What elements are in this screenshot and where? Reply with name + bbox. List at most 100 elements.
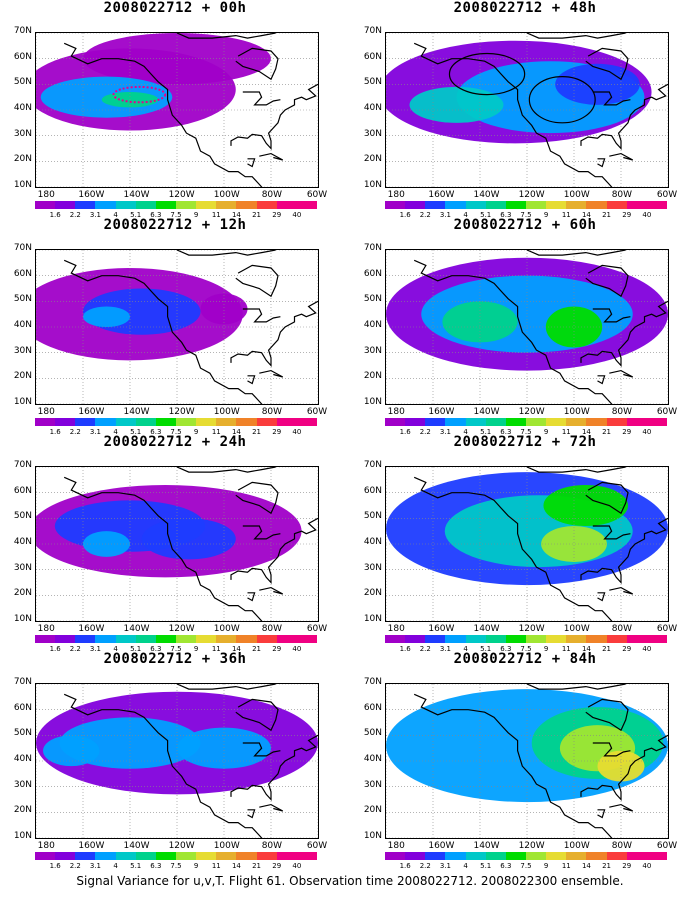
colorbar-swatch xyxy=(425,635,446,643)
lon-label: 160W xyxy=(428,624,455,634)
map-area xyxy=(35,32,319,188)
coastline xyxy=(63,693,263,838)
lat-label: 10N xyxy=(13,831,32,841)
lat-label: 10N xyxy=(363,180,382,190)
lon-label: 160W xyxy=(78,407,105,417)
colorbar-swatch xyxy=(445,201,466,209)
lat-label: 70N xyxy=(13,26,32,36)
colorbar-swatch xyxy=(155,635,176,643)
coastline xyxy=(526,250,626,256)
colorbar-swatch xyxy=(546,201,567,209)
colorbar-swatch xyxy=(256,852,277,860)
lon-label: 140W xyxy=(123,407,150,417)
colorbar-swatch xyxy=(385,418,406,426)
coastline xyxy=(242,525,281,540)
map-panel: 2008022712 + 84h 70N 60N 50N 40N 30N 20N 10N 180… xyxy=(350,651,700,870)
lat-label: 60N xyxy=(363,702,382,713)
lat-label: 40N xyxy=(13,754,32,764)
colorbar-swatch xyxy=(566,418,587,426)
map-area xyxy=(35,249,319,405)
colorbar-swatch xyxy=(505,418,526,426)
colorbar-level-label: 40 xyxy=(292,211,302,219)
lon-label: 180 xyxy=(387,841,405,851)
colorbar-level-label: 21 xyxy=(602,211,612,219)
coastline xyxy=(242,742,281,757)
colorbar-level-label: 7.5 xyxy=(170,428,182,436)
map-area xyxy=(385,32,669,188)
colorbar-level-label: 4 xyxy=(113,211,118,219)
map-panel: 2008022712 + 12h 70N 60N 50N 40N 30N 20N 10N 180… xyxy=(0,217,350,436)
colorbar-level-label: 5.1 xyxy=(130,862,142,870)
colorbar-level-label: 1.6 xyxy=(49,862,61,870)
colorbar-level-label: 7.5 xyxy=(520,211,532,219)
lat-label: 20N xyxy=(13,805,32,816)
lon-label: 80W xyxy=(611,624,633,634)
lon-label: 100W xyxy=(213,407,240,417)
lat-label: 10N xyxy=(363,397,382,407)
lat-label: 60N xyxy=(13,702,32,713)
panel-title: 2008022712 + 36h xyxy=(103,651,247,667)
colorbar-level-label: 4 xyxy=(463,645,468,653)
lat-label: 50N xyxy=(13,511,32,522)
coastline xyxy=(235,698,279,732)
lat-label: 10N xyxy=(13,397,32,407)
colorbar-swatch xyxy=(425,201,446,209)
colorbar-swatch xyxy=(546,852,567,860)
colorbar-swatch xyxy=(216,635,237,643)
lon-label: 160W xyxy=(428,407,455,417)
colorbar-level-label: 6.3 xyxy=(500,211,512,219)
lat-label: 70N xyxy=(363,460,382,470)
colorbar-swatch xyxy=(135,201,156,209)
colorbar-swatch xyxy=(465,852,486,860)
colorbar-swatch xyxy=(606,418,627,426)
highlight-circle xyxy=(528,76,596,124)
colorbar-level-label: 14 xyxy=(581,211,591,219)
colorbar-labels: 1.6 2.2 3.1 4 5.1 6.3 7.5 9 11 14 21 29 40 xyxy=(385,645,667,655)
colorbar-swatch xyxy=(216,201,237,209)
colorbar-swatch xyxy=(465,201,486,209)
colorbar-level-label: 40 xyxy=(642,428,652,436)
colorbar-level-label: 2.2 xyxy=(419,645,431,653)
colorbar-level-label: 40 xyxy=(642,862,652,870)
coastline xyxy=(597,809,606,819)
lon-label: 60W xyxy=(656,624,678,634)
colorbar-swatch xyxy=(256,418,277,426)
lon-label: 160W xyxy=(78,624,105,634)
colorbar-level-label: 1.6 xyxy=(49,211,61,219)
lat-label: 20N xyxy=(13,371,32,382)
colorbar-swatch xyxy=(385,635,406,643)
lon-label: 180 xyxy=(387,190,405,200)
lat-label: 70N xyxy=(363,26,382,36)
colorbar-level-label: 5.1 xyxy=(130,645,142,653)
panel-title: 2008022712 + 60h xyxy=(453,217,597,233)
colorbar-level-label: 40 xyxy=(642,645,652,653)
colorbar-level-label: 21 xyxy=(252,428,262,436)
colorbar-level-label: 4 xyxy=(113,428,118,436)
coastline xyxy=(597,158,606,168)
lat-label: 10N xyxy=(13,180,32,190)
colorbar-swatch xyxy=(465,418,486,426)
colorbar-labels: 1.6 2.2 3.1 4 5.1 6.3 7.5 9 11 14 21 29 40 xyxy=(385,428,667,438)
colorbar-swatch xyxy=(175,635,197,643)
colorbar-swatch xyxy=(95,418,116,426)
colorbar-swatch xyxy=(216,852,237,860)
colorbar xyxy=(35,201,317,209)
colorbar-level-label: 3.1 xyxy=(89,862,101,870)
lon-label: 100W xyxy=(213,841,240,851)
lat-label: 60N xyxy=(363,51,382,62)
lat-label: 30N xyxy=(13,562,32,573)
variance-contour xyxy=(83,306,130,327)
colorbar-swatch xyxy=(485,852,506,860)
lat-label: 30N xyxy=(13,128,32,139)
colorbar-swatch xyxy=(626,201,647,209)
colorbar-level-label: 6.3 xyxy=(150,645,162,653)
colorbar-level-label: 29 xyxy=(272,862,282,870)
colorbar-swatch xyxy=(276,201,297,209)
colorbar-level-label: 5.1 xyxy=(480,211,492,219)
colorbar-swatch xyxy=(216,418,237,426)
colorbar-level-label: 21 xyxy=(252,862,262,870)
colorbar-swatch xyxy=(115,418,136,426)
colorbar-level-label: 1.6 xyxy=(399,428,411,436)
lon-label: 60W xyxy=(306,841,328,851)
colorbar-level-label: 21 xyxy=(602,645,612,653)
